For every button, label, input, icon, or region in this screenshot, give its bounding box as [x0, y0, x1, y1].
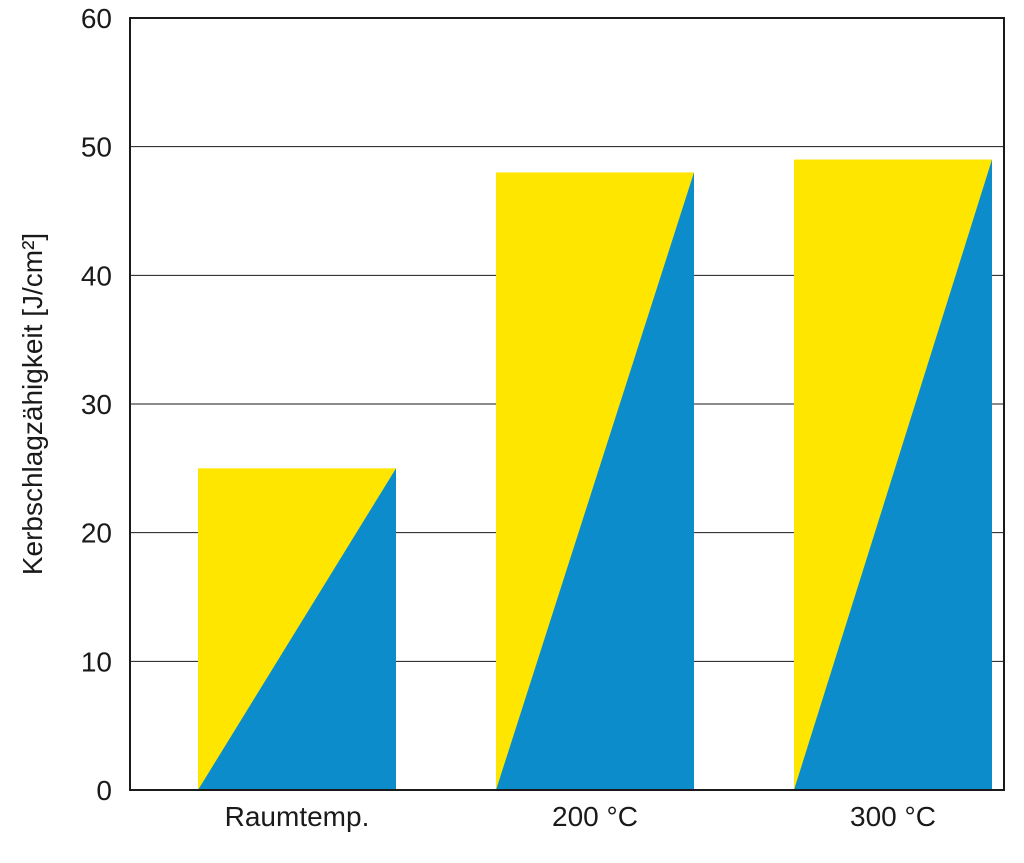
bar-chart: 0 10 20 30 40 50 60 Raumtemp. 200 °C 300 °C Kerbsc…	[0, 0, 1024, 858]
y-tick-label: 20	[81, 518, 112, 549]
x-tick-label: 300 °C	[850, 801, 936, 832]
y-axis-label: Kerbschlagzähigkeit [J/cm²]	[17, 233, 48, 575]
chart-container: 0 10 20 30 40 50 60 Raumtemp. 200 °C 300 °C Kerbsc…	[0, 0, 1024, 858]
x-tick-label: 200 °C	[552, 801, 638, 832]
y-tick-label: 40	[81, 260, 112, 291]
y-tick-label: 0	[96, 775, 112, 806]
y-tick-label: 50	[81, 132, 112, 163]
y-tick-label: 10	[81, 646, 112, 677]
y-tick-label: 30	[81, 389, 112, 420]
x-tick-label: Raumtemp.	[225, 801, 370, 832]
y-tick-label: 60	[81, 3, 112, 34]
